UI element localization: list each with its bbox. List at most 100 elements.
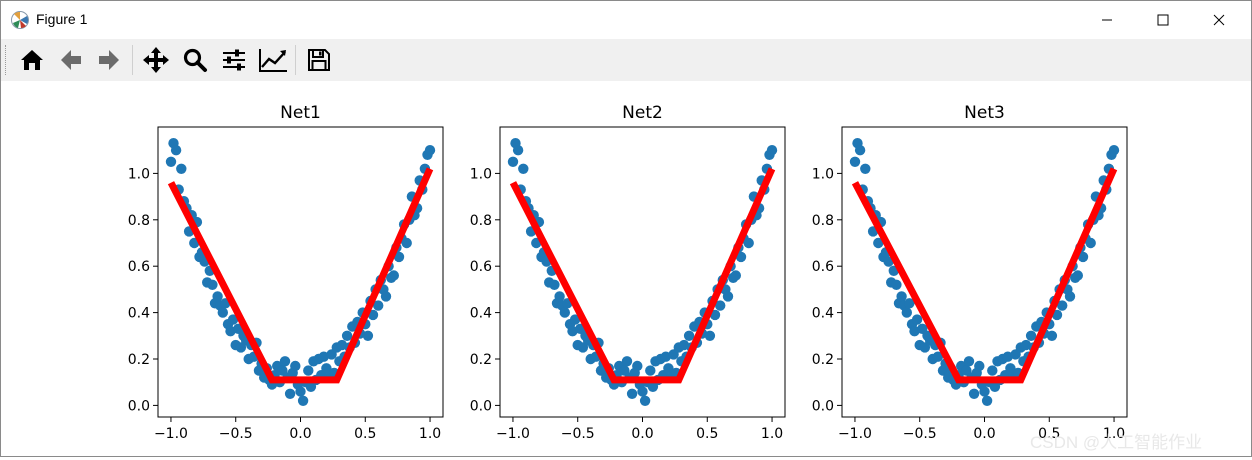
home-button[interactable] bbox=[16, 44, 48, 76]
title-bar[interactable]: Figure 1 bbox=[1, 1, 1251, 39]
scatter-point bbox=[968, 388, 980, 399]
close-button[interactable] bbox=[1196, 1, 1242, 39]
matplotlib-icon bbox=[11, 11, 29, 29]
y-tick-label: 0.6 bbox=[128, 259, 150, 275]
scatter-point bbox=[225, 326, 236, 337]
forward-button[interactable] bbox=[93, 44, 125, 76]
minimize-icon bbox=[1102, 19, 1112, 21]
x-tick-label: −1.0 bbox=[838, 426, 872, 442]
x-tick-label: −0.5 bbox=[561, 426, 595, 442]
y-tick-label: 0.8 bbox=[470, 213, 492, 229]
chart-title: Net1 bbox=[280, 103, 321, 123]
toolbar-separator bbox=[295, 45, 296, 75]
scatter-point bbox=[932, 351, 944, 362]
x-tick-label: −0.5 bbox=[903, 426, 937, 442]
scatter-point bbox=[284, 388, 296, 399]
scatter-point bbox=[722, 291, 734, 302]
scatter-point bbox=[1064, 291, 1076, 302]
y-tick-label: 1.0 bbox=[812, 166, 834, 182]
scatter-point bbox=[554, 291, 565, 302]
scatter-point bbox=[567, 326, 578, 337]
scatter-point bbox=[1085, 237, 1096, 249]
scatter-point bbox=[849, 156, 861, 167]
x-tick-label: −1.0 bbox=[154, 426, 188, 442]
y-tick-label: 0.6 bbox=[470, 259, 492, 275]
figure-svg: Net1 −1.0 −0.5 0.0 0.5 1.0 0.0 0.2 0.4 0.6 0.8 1.0 N… bbox=[128, 103, 1128, 442]
scatter-point bbox=[295, 386, 306, 397]
line-chart-icon bbox=[259, 49, 287, 72]
scatter-point bbox=[1025, 330, 1037, 341]
chart-title: Net3 bbox=[964, 103, 1005, 123]
scatter-point bbox=[380, 291, 392, 302]
y-tick-label: 0.4 bbox=[128, 306, 150, 322]
y-tick-label: 1.0 bbox=[128, 166, 150, 182]
y-tick-label: 0.2 bbox=[470, 352, 492, 368]
pan-button[interactable] bbox=[140, 44, 172, 76]
scatter-point bbox=[1046, 330, 1058, 341]
scatter-point bbox=[393, 251, 405, 263]
scatter-point bbox=[207, 279, 218, 290]
maximize-button[interactable] bbox=[1140, 1, 1186, 39]
scatter-point bbox=[318, 351, 329, 362]
save-button[interactable] bbox=[303, 44, 335, 76]
close-icon bbox=[1213, 14, 1225, 26]
scatter-point bbox=[735, 251, 747, 263]
scatter-point bbox=[873, 237, 884, 249]
x-tick-label: 0.5 bbox=[696, 426, 718, 442]
fit-line bbox=[509, 167, 776, 384]
scatter-point bbox=[227, 314, 239, 325]
y-tick-label: 0.4 bbox=[470, 306, 492, 322]
axes-background[interactable] bbox=[842, 127, 1127, 417]
scatter-point bbox=[963, 356, 975, 367]
scatter-point bbox=[660, 351, 671, 362]
scatter-point bbox=[632, 360, 643, 372]
sliders-icon bbox=[223, 49, 245, 71]
back-button[interactable] bbox=[55, 44, 87, 76]
y-tick-label: 0.8 bbox=[812, 213, 834, 229]
x-tick-label: −0.5 bbox=[219, 426, 253, 442]
y-tick-label: 0.2 bbox=[128, 352, 150, 368]
x-tick-label: 0.0 bbox=[973, 426, 995, 442]
scatter-point bbox=[401, 237, 412, 249]
scatter-point bbox=[974, 360, 985, 372]
navigation-toolbar bbox=[1, 39, 1251, 82]
watermark: CSDN @人工智能作业 bbox=[1030, 433, 1203, 452]
toolbar-separator bbox=[132, 45, 133, 75]
scatter-point bbox=[559, 307, 570, 318]
arrow-right-icon bbox=[99, 50, 119, 70]
scatter-point bbox=[362, 330, 374, 341]
y-tick-label: 0.0 bbox=[812, 398, 834, 414]
scatter-point bbox=[645, 365, 656, 376]
figure-canvas[interactable]: Net1 −1.0 −0.5 0.0 0.5 1.0 0.0 0.2 0.4 0.6 0.8 1.0 N… bbox=[1, 81, 1251, 456]
y-tick-label: 0.4 bbox=[812, 306, 834, 322]
scatter-point bbox=[1005, 363, 1016, 374]
fit-line bbox=[167, 167, 434, 384]
scatter-point bbox=[373, 300, 384, 311]
toolbar-grip[interactable] bbox=[5, 45, 9, 75]
scatter-point bbox=[766, 145, 778, 156]
scatter-point bbox=[303, 365, 314, 376]
minimize-button[interactable] bbox=[1084, 1, 1130, 39]
axes-background[interactable] bbox=[158, 127, 443, 417]
scatter-point bbox=[279, 356, 291, 367]
scatter-point bbox=[1057, 300, 1068, 311]
scatter-point bbox=[911, 314, 923, 325]
subplots-button[interactable] bbox=[218, 44, 250, 76]
subplot-1: Net1 −1.0 −0.5 0.0 0.5 1.0 0.0 0.2 0.4 0.6 0.8 1.0 bbox=[128, 103, 444, 442]
window-title: Figure 1 bbox=[36, 11, 88, 27]
scatter-point bbox=[321, 363, 332, 374]
y-tick-label: 0.8 bbox=[128, 213, 150, 229]
scatter-point bbox=[854, 145, 866, 156]
scatter-point bbox=[730, 270, 741, 281]
y-tick-label: 0.0 bbox=[470, 398, 492, 414]
x-tick-label: 0.5 bbox=[354, 426, 376, 442]
axes-background[interactable] bbox=[500, 127, 785, 417]
chart-title: Net2 bbox=[622, 103, 663, 123]
edit-axis-button[interactable] bbox=[257, 44, 289, 76]
scatter-point bbox=[639, 395, 651, 406]
scatter-point bbox=[704, 330, 716, 341]
x-tick-label: −1.0 bbox=[496, 426, 530, 442]
zoom-button[interactable] bbox=[179, 44, 211, 76]
fit-line bbox=[851, 167, 1118, 384]
